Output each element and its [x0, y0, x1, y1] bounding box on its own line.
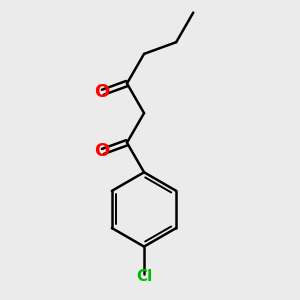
Text: O: O — [94, 142, 109, 160]
Text: O: O — [94, 83, 109, 101]
Text: Cl: Cl — [136, 269, 152, 284]
